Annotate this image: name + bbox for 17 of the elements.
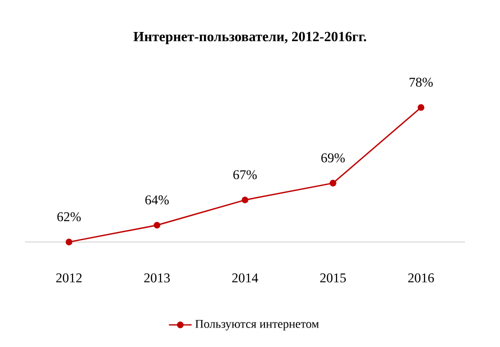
x-tick-label: 2015	[320, 273, 346, 282]
x-tick-label: 2013	[144, 273, 170, 282]
data-label: 64%	[145, 195, 169, 204]
point	[66, 238, 72, 246]
point	[242, 196, 248, 204]
data-label: 78%	[410, 78, 433, 87]
point	[418, 104, 424, 111]
data-label: 62%	[57, 212, 81, 222]
chart-title: Интернет-пользователи, 2012-2016гг.	[133, 32, 366, 44]
x-tick-label: 2014	[232, 273, 258, 282]
data-label: 67%	[233, 170, 257, 180]
data-label: 69%	[321, 153, 345, 162]
legend-label: Пользуются интернетом	[195, 320, 319, 330]
point	[330, 180, 336, 186]
point	[154, 222, 160, 229]
x-tick-label: 2016	[408, 273, 434, 282]
x-tick-label: 2012	[56, 273, 82, 282]
